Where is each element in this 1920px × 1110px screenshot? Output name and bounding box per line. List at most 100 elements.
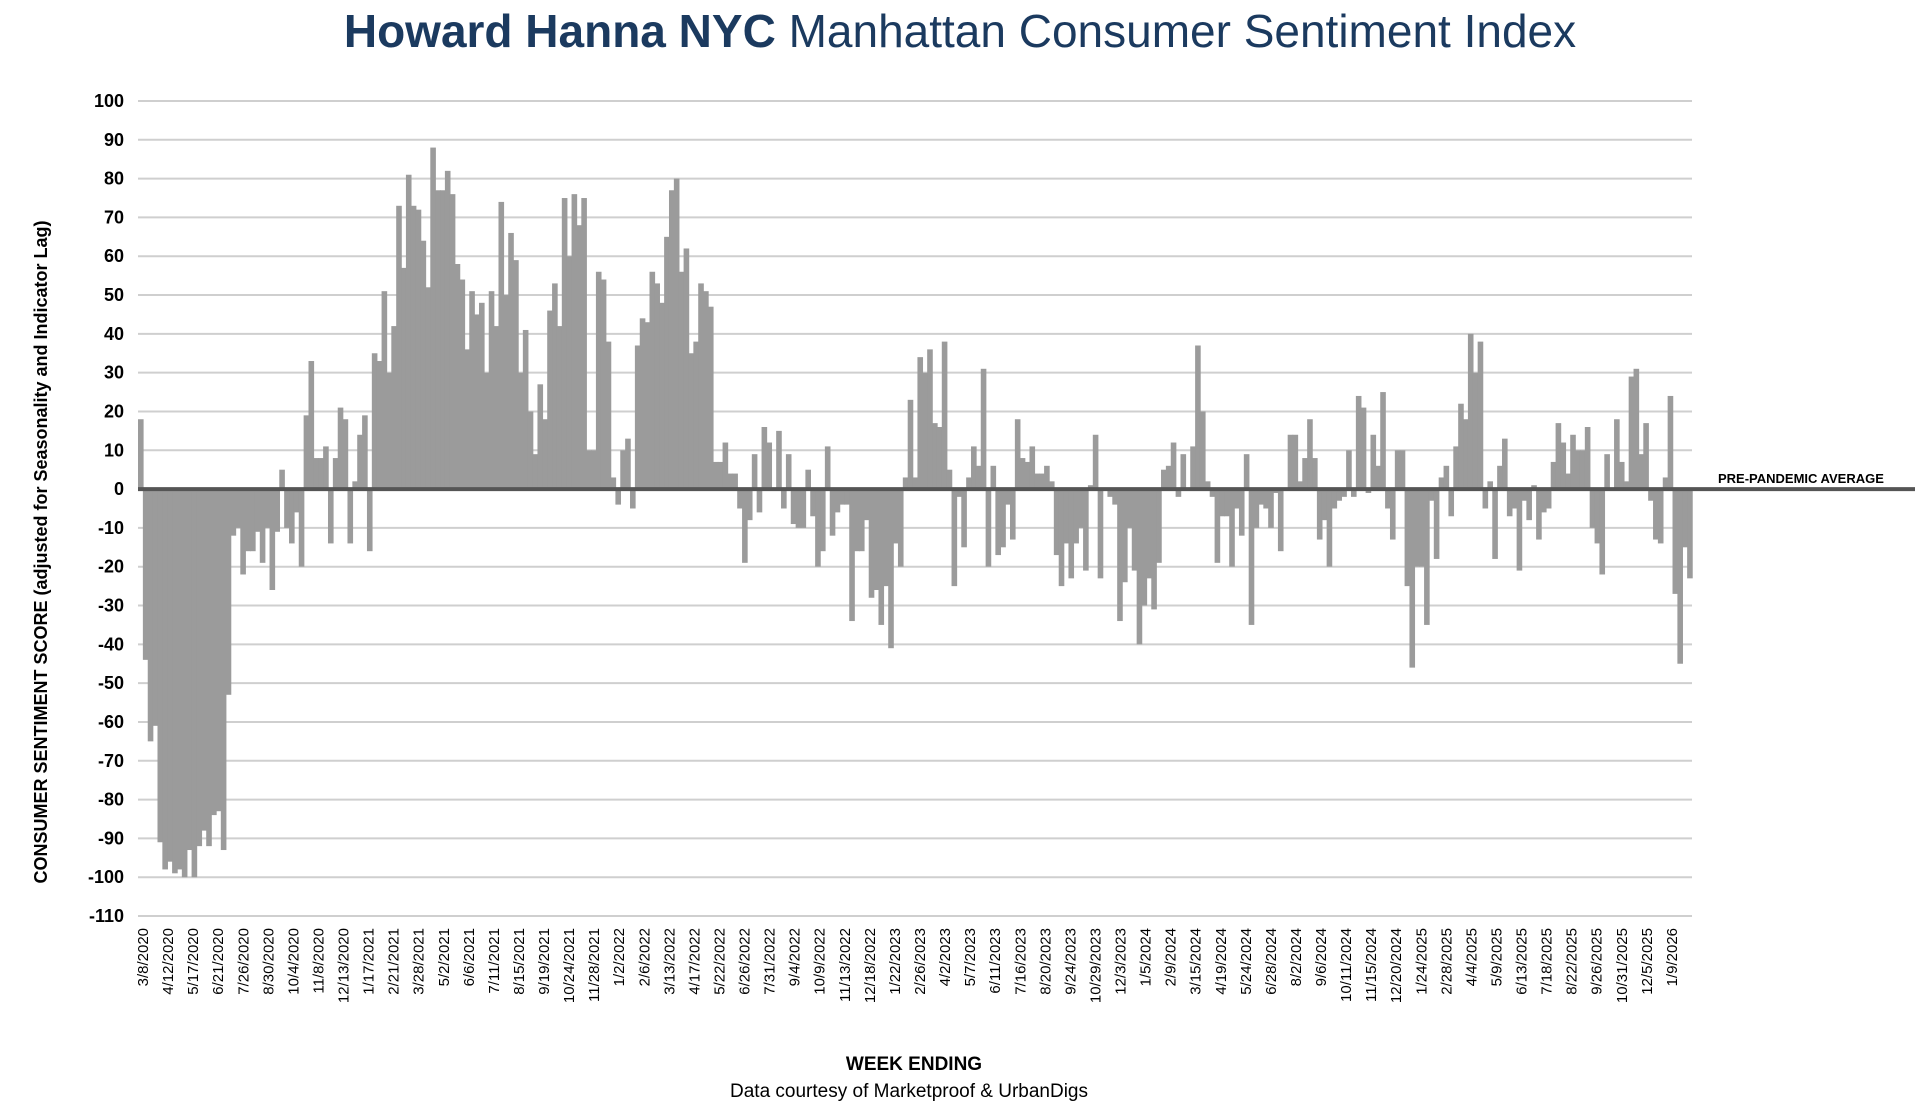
bar	[995, 489, 1001, 556]
bar	[196, 489, 203, 847]
bar	[1331, 489, 1338, 509]
bar	[371, 353, 378, 490]
bar	[206, 489, 212, 847]
y-tick-label: 20	[104, 401, 124, 421]
bar	[966, 477, 972, 490]
bar	[722, 442, 729, 490]
bar	[459, 279, 466, 490]
pre-pandemic-average-label: PRE-PANDEMIC AVERAGE	[1718, 471, 1884, 486]
bar	[1219, 489, 1226, 517]
bar	[971, 446, 977, 490]
bar	[576, 225, 583, 490]
bar	[1370, 434, 1377, 490]
bar	[474, 314, 480, 490]
bar	[318, 458, 324, 490]
bar	[1487, 481, 1494, 490]
bar	[1482, 489, 1489, 509]
bar	[274, 489, 281, 532]
bar	[1092, 434, 1099, 490]
bar	[1477, 341, 1484, 490]
bar	[1180, 454, 1187, 490]
bar	[1389, 489, 1396, 540]
x-tick-label: 4/12/2020	[160, 928, 177, 995]
bar	[1350, 489, 1357, 497]
bar	[245, 489, 251, 552]
x-tick-label: 2/6/2022	[636, 928, 653, 986]
x-tick-label: 3/15/2024	[1188, 928, 1205, 995]
bar	[313, 458, 319, 490]
bar	[1312, 458, 1318, 490]
bar	[1024, 461, 1031, 490]
bar	[1453, 446, 1459, 490]
bar	[561, 198, 568, 490]
bar	[1156, 489, 1162, 563]
bar	[279, 469, 285, 490]
bar	[1653, 489, 1659, 540]
bar	[444, 170, 451, 490]
x-tick-label: 5/7/2023	[962, 928, 979, 986]
bar	[1560, 442, 1567, 490]
x-tick-label: 11/28/2021	[586, 928, 603, 1002]
bar	[800, 489, 807, 528]
bar	[1687, 489, 1693, 579]
bar	[391, 326, 397, 490]
bar	[888, 489, 894, 649]
bar	[1628, 376, 1635, 490]
bar	[1511, 489, 1518, 509]
bar	[1463, 419, 1469, 490]
bar	[308, 361, 315, 490]
bar	[1438, 477, 1445, 490]
bar	[440, 190, 446, 490]
bar	[1638, 454, 1645, 490]
bar	[1268, 489, 1274, 528]
bar	[1341, 489, 1347, 497]
bar	[357, 434, 363, 490]
bar	[362, 415, 368, 490]
bar	[172, 489, 178, 874]
bar	[449, 194, 456, 490]
bar	[1005, 489, 1011, 505]
bar	[1039, 473, 1045, 490]
bar	[936, 427, 943, 490]
x-tick-label: 6/26/2022	[737, 928, 754, 995]
bar	[1497, 465, 1503, 490]
y-tick-label: 60	[104, 246, 124, 266]
bar	[1195, 345, 1201, 490]
bar	[162, 489, 168, 870]
bar	[1224, 489, 1230, 517]
bar	[230, 489, 237, 536]
bar	[1063, 489, 1070, 544]
bar	[1428, 489, 1435, 501]
bar	[790, 489, 797, 525]
bar	[1540, 489, 1547, 513]
bar	[1126, 489, 1133, 528]
bar	[410, 205, 417, 490]
bar	[1458, 403, 1464, 490]
bar	[1058, 489, 1065, 587]
bar	[1083, 489, 1089, 571]
bar	[508, 232, 514, 490]
bar	[586, 450, 592, 490]
bar	[834, 489, 841, 513]
bar	[683, 248, 690, 490]
bar	[1472, 372, 1479, 490]
bar	[1326, 489, 1333, 567]
bar	[1555, 423, 1562, 490]
x-tick-label: 9/6/2024	[1313, 928, 1330, 986]
bar	[1516, 489, 1523, 571]
bar	[1204, 481, 1211, 490]
bar	[912, 477, 919, 490]
bar	[1570, 434, 1576, 490]
bar	[430, 147, 436, 490]
bar	[883, 489, 889, 587]
bar	[668, 190, 675, 490]
bar	[1117, 489, 1123, 622]
bar	[961, 489, 967, 548]
x-tick-label: 12/18/2022	[862, 928, 879, 1003]
bar	[488, 291, 495, 490]
bar	[1355, 395, 1362, 490]
bar	[1307, 419, 1313, 490]
bar	[176, 489, 183, 870]
bar	[347, 489, 354, 544]
bar	[293, 489, 300, 513]
